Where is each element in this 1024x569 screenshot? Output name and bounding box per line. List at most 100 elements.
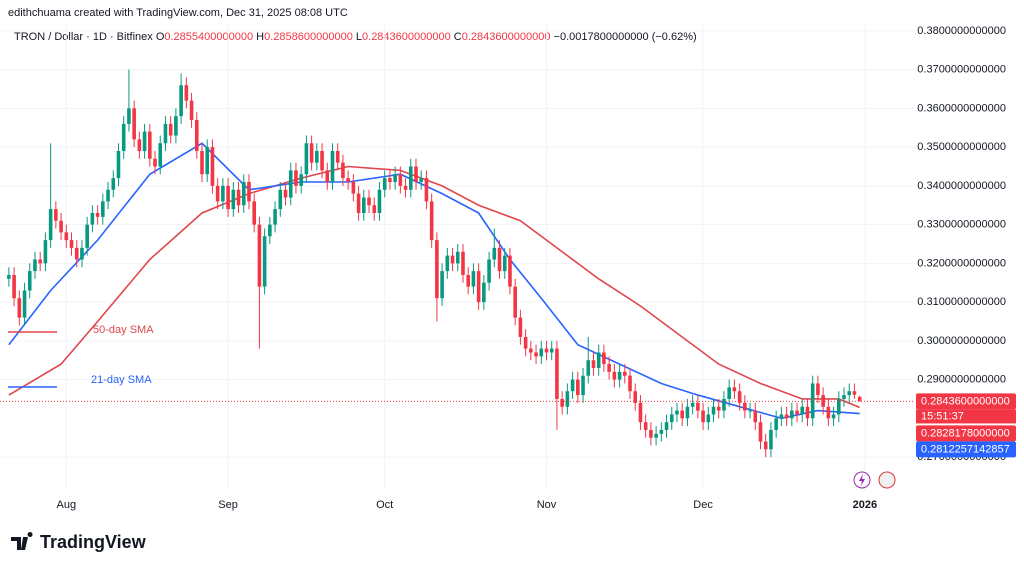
candle-body <box>43 240 48 264</box>
y-tick-label: 0.3300000000000 <box>917 219 1006 231</box>
candle-body <box>529 348 533 353</box>
candle-body <box>638 402 643 423</box>
series-annotation: 50-day SMA <box>93 324 154 336</box>
candle-body <box>221 185 225 202</box>
x-tick-label: 2026 <box>853 499 877 511</box>
candle-body <box>393 174 397 183</box>
candle-body <box>696 402 700 411</box>
candle-body <box>769 429 773 450</box>
candle-body <box>544 348 549 353</box>
candle-body <box>654 433 658 438</box>
plot-area <box>0 22 915 490</box>
candle-body <box>372 205 377 213</box>
candle-body <box>722 398 726 411</box>
candle-body <box>758 422 763 442</box>
x-tick-label: Aug <box>57 499 77 511</box>
candle-body <box>664 422 669 430</box>
candle-body <box>612 371 617 380</box>
candle-body <box>231 189 236 210</box>
candle-body <box>304 143 309 175</box>
legend-field: 0.2843600000000 <box>362 31 451 43</box>
candle-body <box>247 182 251 202</box>
legend-field: 0.2843600000000 <box>462 31 551 43</box>
icons <box>853 471 896 489</box>
candle-body <box>633 391 638 403</box>
candle-body <box>602 352 606 365</box>
candle-body <box>852 391 857 395</box>
candle-body <box>236 189 241 206</box>
legend-field: H <box>256 31 264 43</box>
candle-body <box>116 151 121 179</box>
candle-body <box>419 178 424 183</box>
candle-body <box>59 220 63 233</box>
x-tick-label: Dec <box>693 499 713 511</box>
candle-body <box>101 201 105 217</box>
candle-body <box>294 170 298 186</box>
y-tick-label: 0.2900000000000 <box>917 373 1006 385</box>
candle-body <box>268 224 272 237</box>
candle-body <box>523 336 528 349</box>
candle-body <box>711 406 716 415</box>
y-tick-label: 0.3800000000000 <box>917 25 1006 37</box>
candle-body <box>706 414 711 423</box>
legend-text: TRON / Dollar · 1D · Bitfinex O0.2855400… <box>14 31 697 43</box>
candle-body <box>800 406 805 415</box>
candle-body <box>148 131 152 159</box>
candle-body <box>414 166 418 183</box>
candle-body <box>257 224 262 287</box>
candle-body <box>137 139 142 152</box>
candle-body <box>555 348 559 399</box>
legend-field: 0.2858600000000 <box>264 31 353 43</box>
candle-body <box>168 123 173 136</box>
candle-body <box>17 298 22 318</box>
legend: TRON / Dollar · 1D · Bitfinex O0.2855400… <box>14 31 697 43</box>
countdown-box <box>916 409 1016 424</box>
price-label: 0.2843600000000 <box>921 395 1010 407</box>
candle-body <box>581 375 585 396</box>
candle-body <box>622 371 627 376</box>
candle-body <box>362 197 366 213</box>
candle-body <box>38 259 42 264</box>
candle-body <box>763 441 768 450</box>
candle-body <box>831 414 836 419</box>
candle-body <box>675 410 679 415</box>
candle-body <box>497 247 502 272</box>
x-tick-label: Oct <box>376 499 393 511</box>
candle-body <box>194 120 199 152</box>
price-label-box <box>916 425 1016 442</box>
icon[interactable] <box>878 471 896 489</box>
candle-body <box>842 395 846 399</box>
candle-body <box>388 178 392 183</box>
candle-body <box>643 422 648 430</box>
candle-body <box>121 123 126 152</box>
candle-body <box>805 406 810 419</box>
candle-body <box>85 224 89 248</box>
candle-body <box>205 147 210 175</box>
candle-body <box>570 379 575 392</box>
candle-body <box>487 259 491 283</box>
candle-body <box>586 360 591 376</box>
icon-glyph <box>859 474 865 486</box>
candle-body <box>445 255 450 272</box>
candle-body <box>69 240 74 248</box>
candle-body <box>210 147 215 186</box>
y-tick-label: 0.3400000000000 <box>917 180 1006 192</box>
candle-body <box>737 391 742 403</box>
candle-body <box>377 189 382 213</box>
countdown: 15:51:37 <box>921 410 964 422</box>
candle-body <box>351 182 356 194</box>
candle-body <box>732 387 737 392</box>
candle-body <box>701 410 705 423</box>
y-tick-label: 0.3500000000000 <box>917 141 1006 153</box>
candle-body <box>142 131 147 152</box>
candle-body <box>455 251 460 264</box>
legend-field: O <box>156 31 165 43</box>
candle-body <box>132 108 136 140</box>
x-tick-label: Nov <box>537 499 557 511</box>
y-tick-label: 0.3200000000000 <box>917 257 1006 269</box>
candle-body <box>184 85 189 101</box>
x-tick-label: Sep <box>218 499 238 511</box>
legend-field: 0.2855400000000 <box>164 31 253 43</box>
